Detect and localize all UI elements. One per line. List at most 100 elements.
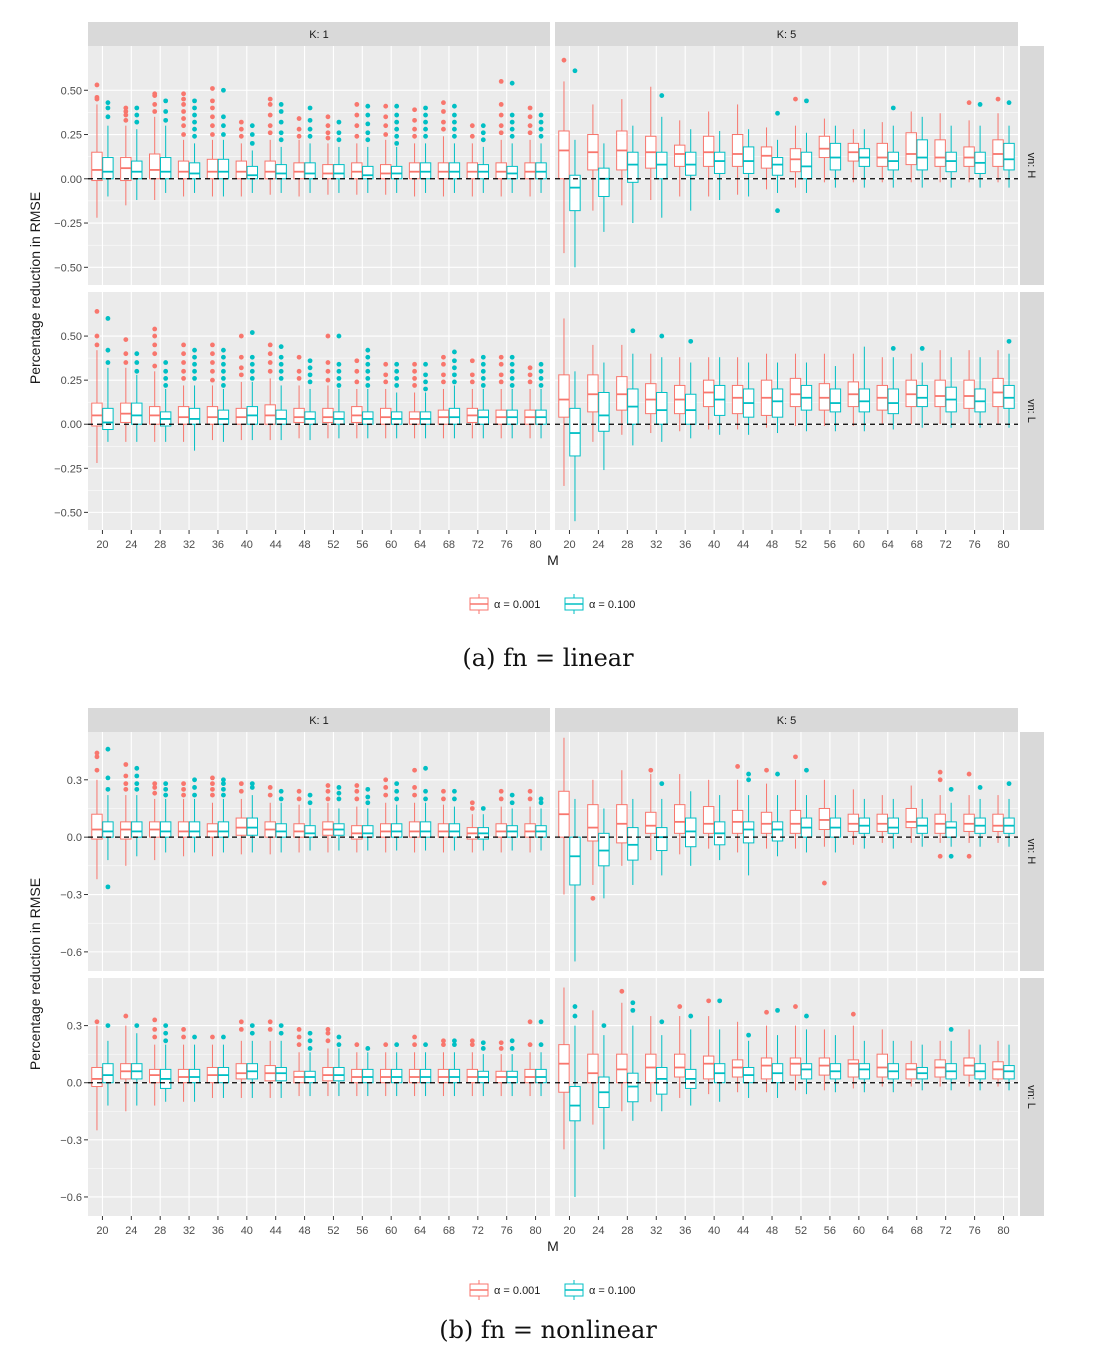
box-alpha-0.001 (934, 350, 946, 425)
box-alpha-0.001 (818, 353, 831, 426)
box-body (275, 164, 287, 180)
box-alpha-0.100 (887, 105, 899, 188)
box-outlier (181, 132, 186, 137)
box-outlier (659, 781, 665, 787)
box-outlier (336, 796, 342, 802)
box-alpha-0.100 (974, 102, 986, 188)
box-outlier (469, 379, 475, 385)
facet-label-row: vn: L (1025, 399, 1037, 423)
box-alpha-0.001 (760, 353, 773, 428)
box-body (1003, 142, 1015, 171)
box-alpha-0.001 (963, 1029, 975, 1087)
box-outlier (307, 358, 313, 364)
box-body (102, 157, 114, 180)
box-outlier (412, 368, 417, 374)
box-alpha-0.100 (419, 105, 432, 193)
box-outlier (221, 383, 226, 388)
box-alpha-0.100 (685, 791, 697, 866)
box-outlier (336, 361, 342, 367)
box-outlier (307, 792, 313, 798)
box-alpha-0.100 (477, 123, 489, 193)
box-outlier (509, 800, 515, 806)
box-alpha-0.001 (264, 342, 276, 441)
box-body (188, 162, 201, 180)
legend-entry: α = 0.001 (469, 1280, 540, 1300)
box-outlier (822, 880, 827, 886)
caption-linear: (a) fn = linear (462, 644, 634, 672)
box-outlier (123, 351, 129, 357)
box-alpha-0.001 (847, 789, 860, 845)
box-alpha-0.001 (760, 1009, 773, 1093)
x-tick-label: 48 (298, 539, 310, 551)
box-outlier (354, 102, 360, 107)
box-alpha-0.001 (616, 344, 628, 435)
box-outlier (181, 116, 186, 121)
box-outlier (192, 98, 197, 104)
x-tick-label: 48 (766, 539, 778, 551)
box-alpha-0.001 (789, 1004, 802, 1091)
box-alpha-0.001 (558, 987, 570, 1150)
box-outlier (394, 368, 400, 374)
box-body (91, 151, 103, 182)
box-alpha-0.001 (876, 357, 888, 425)
box-outlier (134, 786, 140, 792)
box-body (905, 1063, 917, 1080)
x-tick-label: 24 (125, 539, 137, 551)
box-outlier (278, 375, 284, 381)
box-alpha-0.001 (934, 113, 946, 183)
box-outlier (296, 116, 302, 121)
box-alpha-0.100 (627, 328, 639, 446)
box-alpha-0.001 (206, 86, 219, 197)
box-body (380, 1068, 392, 1084)
box-outlier (267, 342, 273, 348)
box-outlier (238, 365, 244, 371)
box-outlier (452, 365, 457, 371)
box-body (876, 813, 888, 832)
box-alpha-0.001 (380, 777, 392, 853)
box-outlier (452, 1042, 457, 1048)
box-body (569, 174, 581, 212)
box-alpha-0.001 (992, 96, 1004, 183)
box-outlier (238, 1019, 244, 1025)
box-alpha-0.100 (448, 349, 461, 439)
box-outlier (394, 140, 400, 146)
box-outlier (509, 119, 515, 125)
box-outlier (1006, 338, 1012, 344)
box-body (437, 1068, 450, 1084)
box-outlier (937, 777, 943, 783)
box-alpha-0.100 (1003, 1044, 1015, 1091)
box-alpha-0.100 (535, 112, 547, 193)
x-tick-label: 68 (911, 539, 923, 551)
box-alpha-0.001 (206, 342, 219, 441)
box-alpha-0.100 (771, 362, 784, 434)
box-alpha-0.001 (322, 783, 334, 853)
box-outlier (307, 1038, 313, 1044)
box-outlier (249, 1023, 255, 1028)
box-outlier (134, 773, 140, 779)
box-outlier (354, 368, 360, 374)
box-body (217, 158, 230, 180)
box-outlier (181, 792, 186, 798)
box-outlier (480, 354, 486, 360)
y-tick-label: 0.25 (61, 130, 82, 142)
box-body (627, 151, 639, 183)
box-outlier (192, 361, 197, 367)
box-alpha-0.100 (656, 93, 668, 218)
box-outlier (354, 123, 360, 129)
x-tick-label: 80 (997, 1225, 1009, 1237)
box-outlier (1006, 100, 1012, 106)
box-outlier (966, 100, 972, 106)
box-outlier (452, 796, 457, 802)
box-body (713, 151, 726, 174)
box-outlier (296, 796, 302, 802)
box-alpha-0.100 (448, 788, 461, 851)
box-outlier (123, 1013, 129, 1019)
box-alpha-0.100 (974, 785, 986, 847)
x-tick-label: 72 (940, 1225, 952, 1237)
box-outlier (325, 360, 331, 365)
box-alpha-0.100 (916, 1044, 928, 1091)
box-alpha-0.100 (800, 767, 813, 853)
box-outlier (527, 130, 533, 136)
box-outlier (509, 133, 515, 139)
box-outlier (267, 351, 273, 357)
